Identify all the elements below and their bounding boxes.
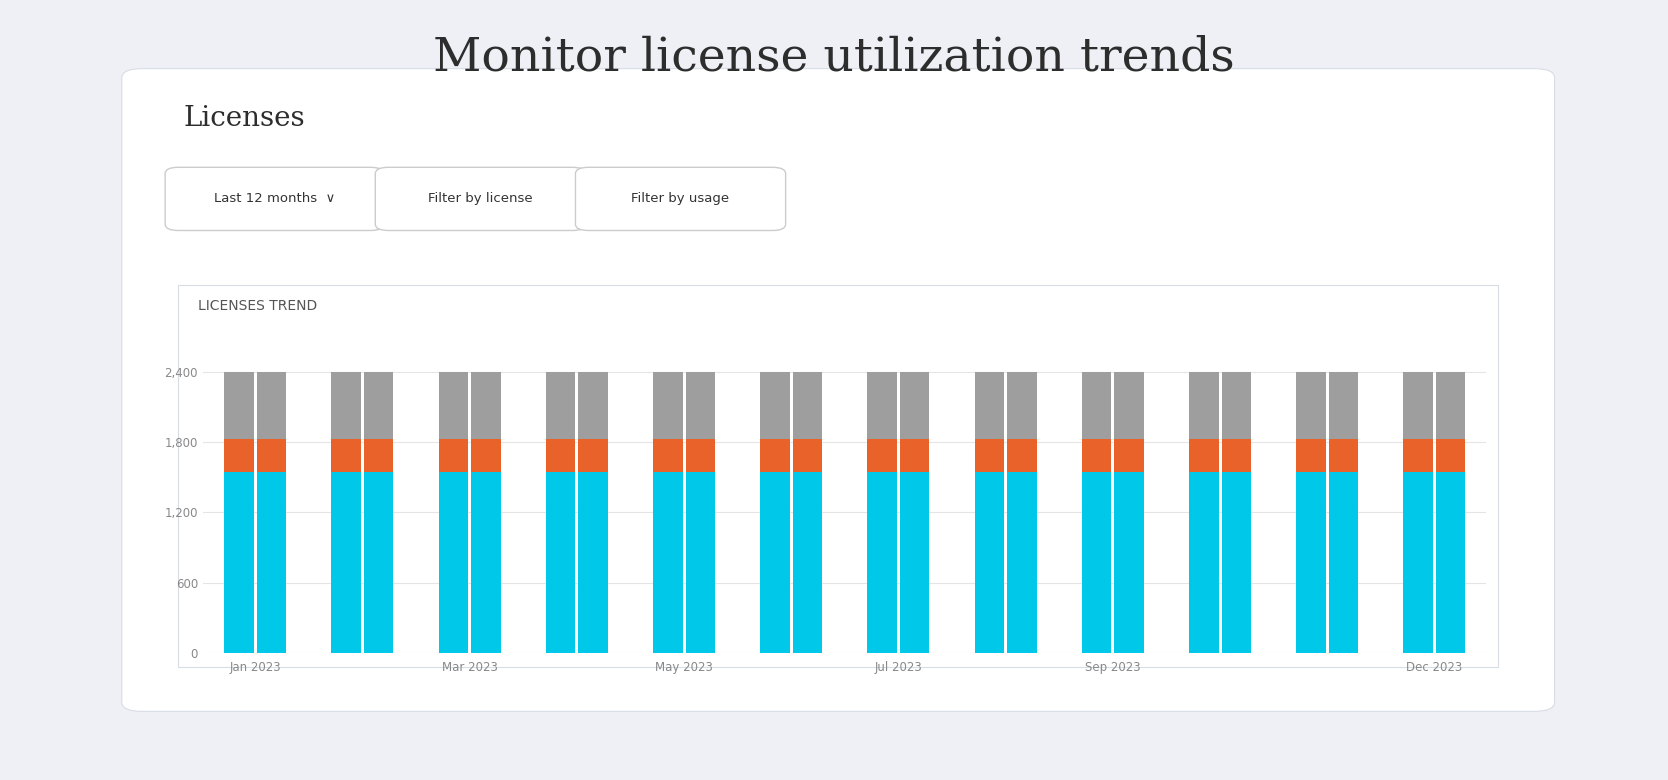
Text: Filter by license: Filter by license <box>429 193 532 205</box>
Bar <box>439 471 469 653</box>
Bar <box>257 438 287 471</box>
Bar <box>1329 372 1358 438</box>
Bar <box>332 372 360 438</box>
Bar <box>1296 471 1326 653</box>
Bar <box>867 438 897 471</box>
Bar <box>1189 372 1219 438</box>
Bar <box>224 372 254 438</box>
Bar <box>364 471 394 653</box>
Bar <box>652 471 682 653</box>
Bar <box>761 438 789 471</box>
Bar <box>332 471 360 653</box>
Bar <box>1436 438 1466 471</box>
Bar <box>545 372 575 438</box>
Bar <box>761 471 789 653</box>
Bar <box>224 438 254 471</box>
Bar <box>439 438 469 471</box>
Bar <box>1083 438 1111 471</box>
Bar <box>364 372 394 438</box>
Bar <box>1403 471 1433 653</box>
Bar <box>792 438 822 471</box>
Bar <box>1189 471 1219 653</box>
Bar <box>579 372 607 438</box>
Bar <box>652 372 682 438</box>
Bar <box>224 471 254 653</box>
Bar <box>1114 438 1144 471</box>
Bar <box>545 438 575 471</box>
Bar <box>257 471 287 653</box>
Text: LICENSES TREND: LICENSES TREND <box>198 299 317 313</box>
Bar <box>332 438 360 471</box>
Bar <box>1083 372 1111 438</box>
Bar <box>1436 471 1466 653</box>
Bar <box>974 438 1004 471</box>
Bar <box>579 471 607 653</box>
Text: Licenses: Licenses <box>183 105 305 133</box>
Bar <box>686 471 716 653</box>
Bar <box>1189 438 1219 471</box>
Bar <box>257 372 287 438</box>
Bar <box>1221 438 1251 471</box>
Bar <box>1403 438 1433 471</box>
Bar <box>1296 438 1326 471</box>
Bar <box>1114 372 1144 438</box>
Bar <box>792 372 822 438</box>
Bar <box>1007 471 1037 653</box>
Bar <box>686 438 716 471</box>
Bar <box>470 438 500 471</box>
Bar <box>1114 471 1144 653</box>
Bar <box>364 438 394 471</box>
Bar <box>1329 438 1358 471</box>
Text: Last 12 months  ∨: Last 12 months ∨ <box>214 193 335 205</box>
Bar <box>867 372 897 438</box>
Bar <box>792 471 822 653</box>
Bar <box>761 372 789 438</box>
Bar <box>1007 438 1037 471</box>
Bar <box>470 372 500 438</box>
Bar <box>545 471 575 653</box>
Bar <box>1083 471 1111 653</box>
Bar <box>901 471 929 653</box>
Bar <box>579 438 607 471</box>
Bar <box>1436 372 1466 438</box>
Bar <box>1403 372 1433 438</box>
Bar <box>686 372 716 438</box>
Bar <box>974 471 1004 653</box>
Bar <box>1007 372 1037 438</box>
Bar <box>1329 471 1358 653</box>
Bar <box>1221 471 1251 653</box>
Text: Monitor license utilization trends: Monitor license utilization trends <box>434 35 1234 80</box>
Text: Filter by usage: Filter by usage <box>632 193 729 205</box>
Bar <box>1221 372 1251 438</box>
Bar <box>867 471 897 653</box>
Bar <box>974 372 1004 438</box>
Bar <box>901 438 929 471</box>
Bar <box>1296 372 1326 438</box>
Bar <box>439 372 469 438</box>
Bar <box>652 438 682 471</box>
Bar <box>901 372 929 438</box>
Bar <box>470 471 500 653</box>
